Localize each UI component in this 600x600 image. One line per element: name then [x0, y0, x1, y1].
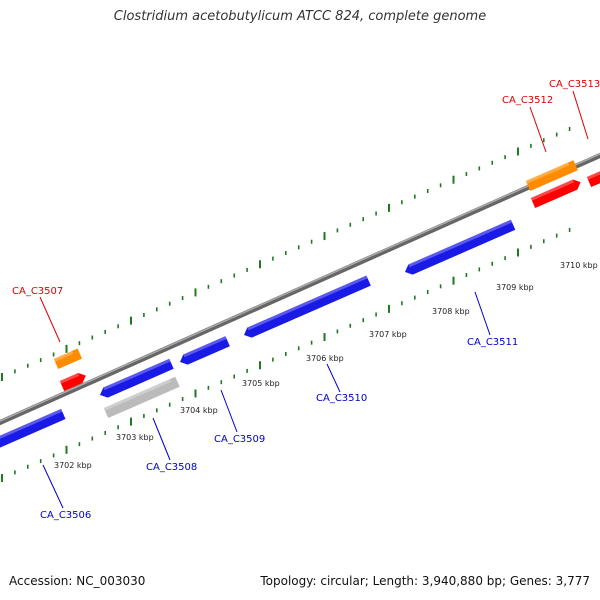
kbp-label: 3705 kbp — [242, 379, 280, 388]
gene-ca-c3506[interactable] — [0, 408, 66, 451]
kbp-label: 3706 kbp — [306, 354, 344, 363]
gene-label: CA_C3511 — [467, 337, 518, 348]
gene-label: CA_C3510 — [316, 393, 367, 404]
gene-ca-c3507-rna-shape — [53, 348, 83, 370]
gene-ca-c3513-highlight — [586, 167, 600, 180]
gene-label: CA_C3508 — [146, 462, 197, 473]
gene-label: CA_C3509 — [214, 434, 265, 445]
gene-ca-c3508-pseudo-shape — [103, 376, 180, 419]
kbp-label: 3709 kbp — [496, 283, 534, 292]
gene-ca-c3511[interactable] — [403, 219, 516, 277]
gene-leader-line — [474, 291, 491, 336]
gene-leader-line — [39, 296, 61, 343]
gene-ca-c3509-shape — [180, 336, 230, 365]
gene-leader-line — [42, 464, 64, 509]
gene-leader-line — [529, 106, 547, 153]
gene-ca-c3511-shape — [405, 219, 516, 275]
gene-leader-line — [152, 417, 171, 461]
accession-text: Accession: NC_003030 — [9, 574, 146, 588]
gene-leader-line — [572, 90, 589, 140]
gene-ca-c3510[interactable] — [242, 275, 371, 341]
kbp-label: 3703 kbp — [116, 433, 154, 442]
kbp-label: 3707 kbp — [369, 330, 407, 339]
gene-ca-c3511-highlight — [408, 219, 513, 268]
gene-ca-c3512-rna[interactable] — [525, 160, 578, 192]
gene-ca-c3506-shape — [0, 408, 66, 449]
topology-stats-text: Topology: circular; Length: 3,940,880 bp… — [260, 574, 590, 588]
gene-label: CA_C3507 — [12, 286, 63, 297]
gene-ca-c3509-highlight — [183, 336, 227, 358]
gene-ca-c3512[interactable] — [530, 177, 583, 209]
gene-ca-c3508[interactable] — [98, 358, 174, 400]
gene-ca-c3510-shape — [244, 275, 371, 338]
gene-ca-c3512-highlight — [530, 179, 575, 201]
gene-ca-c3507-rna[interactable] — [53, 348, 83, 370]
gene-ca-c3507-rna-highlight — [53, 350, 74, 362]
gene-ca-c3512-rna-shape — [525, 160, 578, 192]
gene-leader-line — [326, 363, 341, 393]
gene-ca-c3508-pseudo[interactable] — [103, 376, 180, 419]
gene-ca-c3508-pseudo-highlight — [103, 379, 171, 411]
gene-ca-c3506-highlight — [0, 408, 63, 442]
gene-ca-c3513-shape — [586, 167, 600, 188]
gene-ca-c3508-highlight — [103, 358, 171, 391]
genome-backbone-highlight — [0, 153, 600, 422]
gene-ca-c3512-rna-highlight — [525, 162, 570, 184]
gene-ca-c3507-shape — [59, 372, 86, 392]
gene-ca-c3513[interactable] — [586, 165, 600, 188]
genome-backbone — [0, 152, 600, 426]
gene-label: CA_C3506 — [40, 510, 91, 521]
inner-tick-row — [1, 227, 571, 482]
gene-ca-c3507-highlight — [59, 372, 80, 384]
outer-tick-row — [1, 126, 571, 381]
kbp-label: 3710 kbp — [560, 261, 598, 270]
gene-label: CA_C3512 — [502, 95, 553, 106]
gene-ca-c3512-shape — [530, 179, 581, 209]
gene-label: CA_C3513 — [549, 79, 600, 90]
kbp-label: 3702 kbp — [54, 461, 92, 470]
map-title: Clostridium acetobutylicum ATCC 824, com… — [113, 9, 487, 24]
gene-ca-c3508-shape — [100, 358, 174, 398]
gene-ca-c3509[interactable] — [178, 336, 230, 367]
gene-ca-c3510-highlight — [247, 275, 368, 331]
gene-leader-line — [220, 389, 238, 433]
gene-ca-c3507[interactable] — [59, 371, 88, 392]
kbp-label: 3704 kbp — [180, 406, 218, 415]
kbp-label: 3708 kbp — [432, 307, 470, 316]
